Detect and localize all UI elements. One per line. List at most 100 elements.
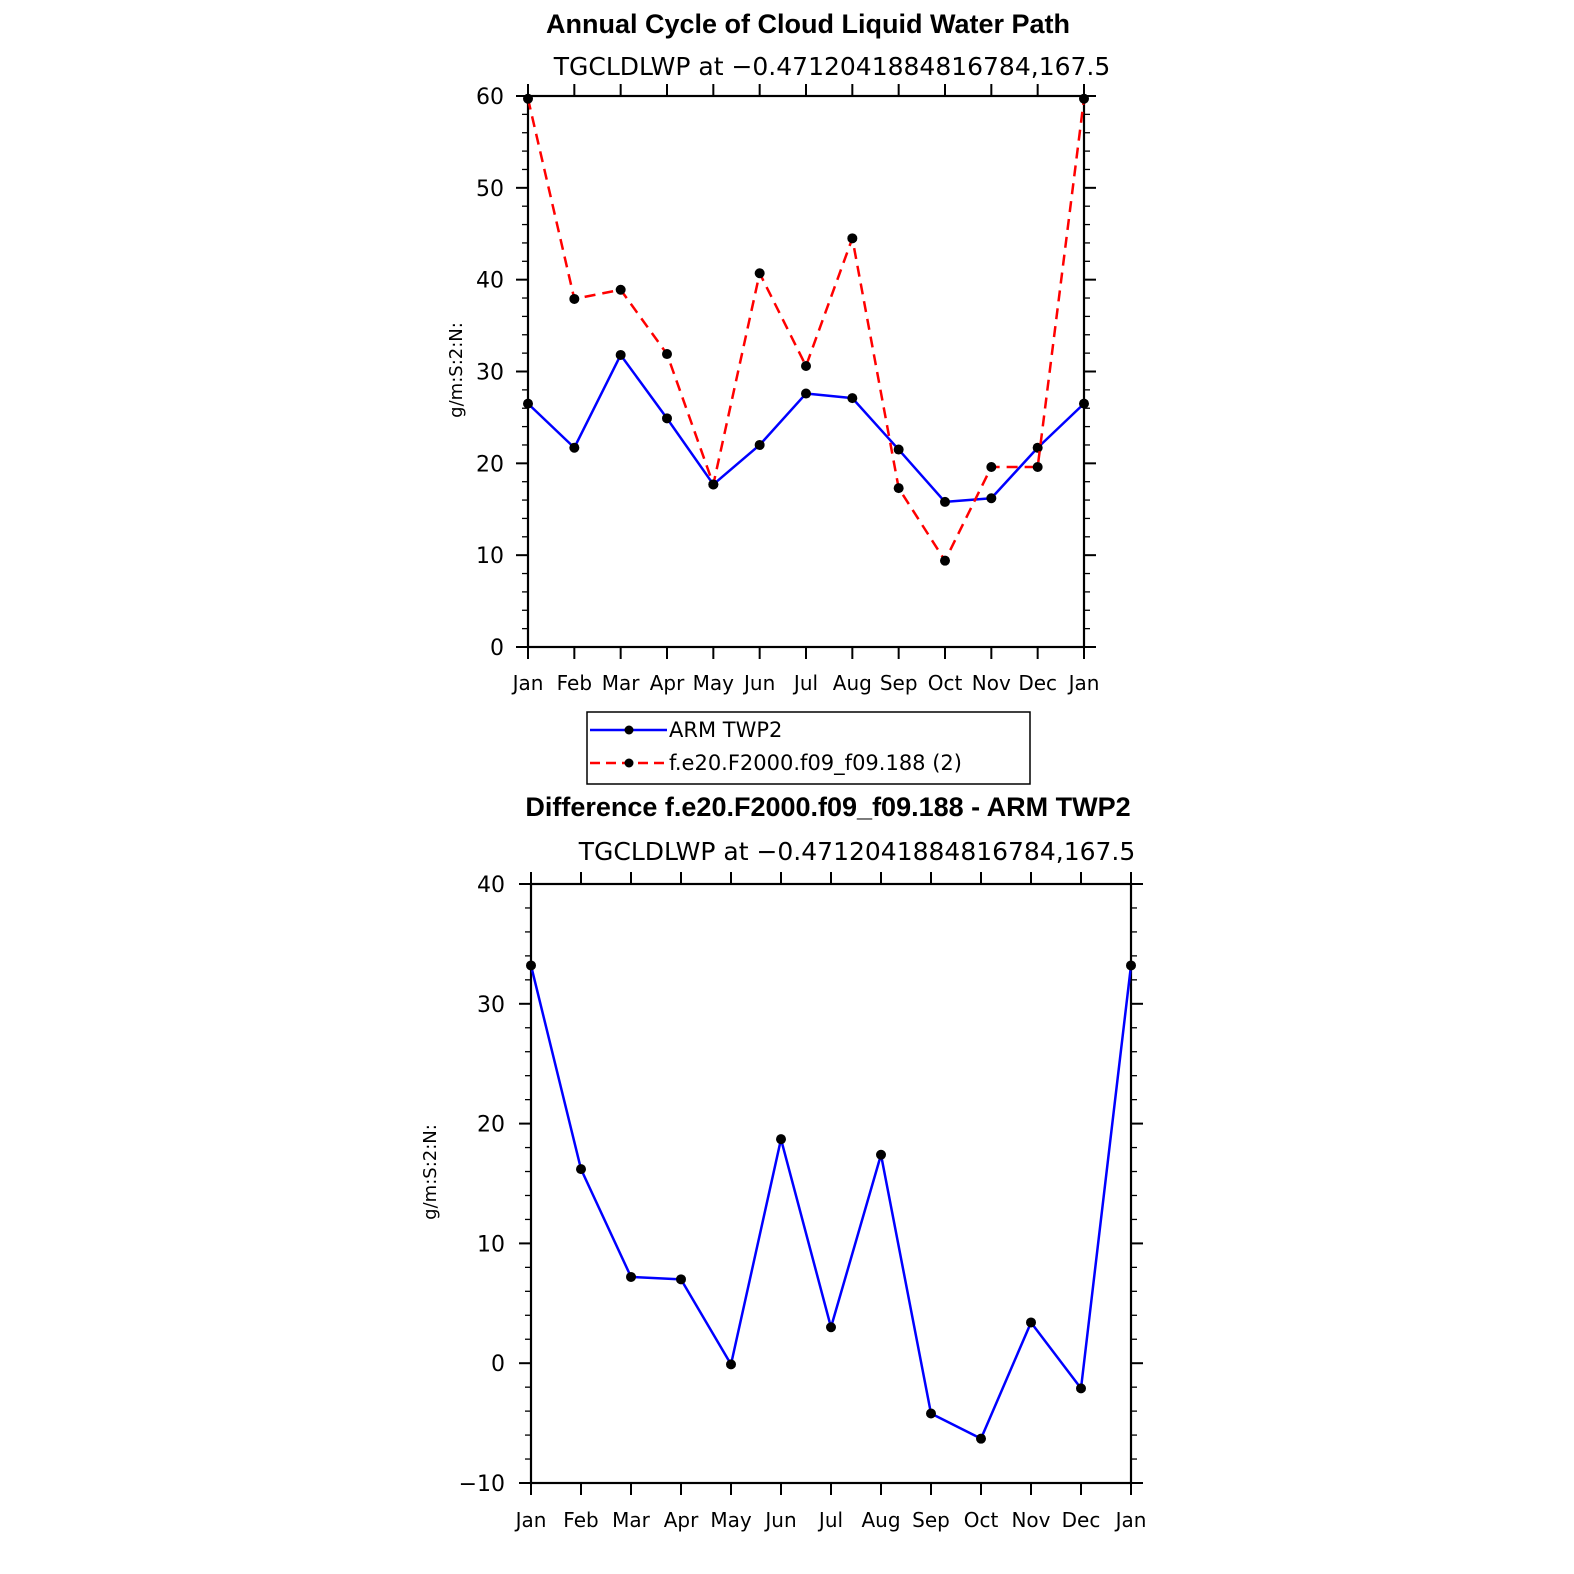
bottom-x-tick-label: Sep — [912, 1508, 950, 1532]
top-data-point — [1079, 398, 1089, 409]
legend-marker-model — [624, 758, 634, 768]
top-y-tick-label: 10 — [476, 544, 504, 569]
bottom-x-tick-label: May — [710, 1508, 752, 1532]
bottom-data-point — [1126, 960, 1136, 971]
top-data-point — [569, 442, 580, 453]
top-data-point — [1079, 93, 1089, 104]
bottom-chart-title: Difference f.e20.F2000.f09_f09.188 - ARM… — [525, 792, 1130, 822]
top-series-line-b — [526, 98, 1086, 562]
bottom-data-point — [676, 1274, 686, 1285]
top-x-tick-label: Sep — [880, 671, 918, 695]
bottom-data-point — [876, 1149, 886, 1160]
top-y-tick-label: 60 — [476, 85, 504, 110]
top-x-tick-label: Nov — [972, 671, 1011, 695]
top-data-point — [1032, 442, 1043, 453]
top-x-tick-label: Jan — [511, 671, 544, 695]
top-plot-area — [523, 93, 1089, 566]
legend-box — [586, 711, 1031, 785]
top-data-point — [801, 388, 811, 399]
bottom-data-point — [976, 1433, 986, 1444]
bottom-x-tick-label: Feb — [563, 1508, 598, 1532]
top-x-tick-label: Apr — [650, 671, 685, 695]
top-x-tick-label: Jan — [1067, 671, 1100, 695]
bottom-x-tick-label: Oct — [964, 1508, 999, 1532]
bottom-y-tick-label: −10 — [459, 1472, 505, 1497]
top-y-tick-label: 40 — [476, 269, 504, 294]
top-data-point — [940, 555, 950, 566]
bottom-x-tick-label: Nov — [1011, 1508, 1050, 1532]
bottom-data-point — [776, 1134, 786, 1145]
top-axes: 0 10 20 30 40 50 60 Jan Feb Mar Apr May Jun Jul Aug Sep… — [476, 84, 1099, 695]
legend-marker-obs — [624, 725, 634, 735]
bottom-axes: −10 0 10 20 30 40 Jan Feb Mar Apr May Jun Jul Aug Sep O… — [459, 872, 1147, 1532]
bottom-chart-subtitle: TGCLDLWP at −0.4712041884816784,167.5 — [578, 837, 1136, 866]
bottom-x-tick-label: Jul — [817, 1508, 843, 1532]
bottom-y-tick-label: 30 — [477, 993, 505, 1018]
top-x-tick-label: Mar — [602, 671, 641, 695]
top-x-tick-label: Aug — [833, 671, 872, 695]
bottom-data-point — [726, 1359, 736, 1370]
top-data-point — [708, 479, 719, 490]
top-data-point — [523, 93, 533, 104]
top-x-tick-label: Jun — [742, 671, 775, 695]
legend-label-model: f.e20.F2000.f09_f09.188 (2) — [669, 751, 962, 776]
bottom-data-point — [1026, 1317, 1036, 1328]
bottom-x-tick-label: Jun — [763, 1508, 796, 1532]
top-data-point — [893, 483, 904, 494]
bottom-data-point — [576, 1164, 586, 1175]
top-x-tick-label: Jul — [792, 671, 818, 695]
top-y-tick-label: 20 — [476, 452, 504, 477]
bottom-y-axis-label: g/m:S:2:N: — [420, 1124, 441, 1220]
bottom-x-tick-label: Apr — [664, 1508, 699, 1532]
bottom-x-tick-label: Mar — [612, 1508, 651, 1532]
bottom-y-tick-label: 20 — [477, 1113, 505, 1138]
bottom-data-point — [826, 1322, 836, 1333]
bottom-axes-frame — [529, 882, 1133, 1485]
top-chart-title: Annual Cycle of Cloud Liquid Water Path — [546, 9, 1070, 39]
top-y-tick-label: 30 — [476, 361, 504, 386]
bottom-series-line-a — [529, 965, 1133, 1440]
top-y-axis-label: g/m:S:2:N: — [446, 322, 467, 418]
top-data-point — [662, 413, 672, 424]
bottom-y-tick-label: 10 — [477, 1232, 505, 1257]
top-data-point — [986, 493, 997, 504]
bottom-x-tick-label: Aug — [861, 1508, 900, 1532]
top-y-tick-label: 0 — [490, 636, 504, 661]
top-data-point — [754, 268, 765, 279]
bottom-y-tick-label: 0 — [491, 1352, 505, 1377]
legend-label-obs: ARM TWP2 — [669, 718, 782, 742]
bottom-data-point — [926, 1408, 936, 1419]
top-data-point — [615, 284, 626, 295]
top-x-tick-label: Oct — [928, 671, 963, 695]
bottom-x-tick-label: Dec — [1062, 1508, 1101, 1532]
top-data-point — [847, 393, 858, 404]
bottom-data-point — [1076, 1383, 1086, 1394]
top-data-point — [615, 349, 626, 360]
top-data-point — [523, 398, 533, 409]
top-data-point — [940, 496, 950, 507]
difference-panel: Difference f.e20.F2000.f09_f09.188 - ARM… — [420, 792, 1146, 1532]
top-data-point — [1032, 462, 1043, 473]
top-x-tick-label: Dec — [1018, 671, 1057, 695]
top-data-point — [893, 444, 904, 455]
legend: ARM TWP2 f.e20.F2000.f09_f09.188 (2) — [586, 711, 1031, 785]
top-data-point — [569, 293, 580, 304]
top-series-line-a — [527, 353, 1085, 504]
top-x-tick-label: Feb — [557, 671, 592, 695]
top-x-tick-label: May — [693, 671, 735, 695]
top-data-point — [754, 439, 765, 450]
top-data-point — [801, 360, 811, 371]
bottom-data-point — [626, 1271, 636, 1282]
top-data-point — [662, 349, 672, 360]
bottom-x-tick-label: Jan — [514, 1508, 547, 1532]
bottom-y-tick-label: 40 — [477, 873, 505, 898]
bottom-x-tick-label: Jan — [1114, 1508, 1147, 1532]
top-y-tick-label: 50 — [476, 177, 504, 202]
top-chart-subtitle: TGCLDLWP at −0.4712041884816784,167.5 — [553, 52, 1111, 81]
bottom-plot-area — [526, 960, 1136, 1444]
top-data-point — [847, 233, 858, 244]
annual-cycle-panel: Annual Cycle of Cloud Liquid Water Path … — [446, 9, 1111, 785]
top-data-point — [986, 462, 997, 473]
bottom-data-point — [526, 960, 536, 971]
